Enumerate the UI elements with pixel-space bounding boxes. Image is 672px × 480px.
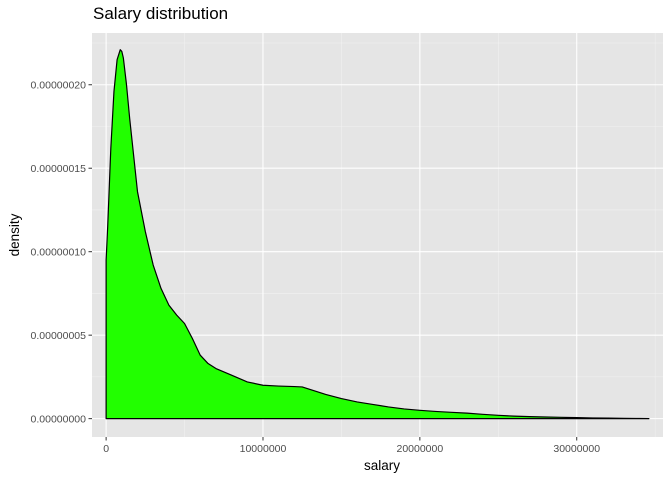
y-tick-label: 0.00000005 — [31, 330, 87, 342]
x-axis: 0 10000000 20000000 30000000 — [103, 437, 600, 455]
y-tick-label: 0.00000020 — [31, 80, 87, 92]
y-tick-label: 0.00000010 — [31, 246, 87, 258]
y-axis-title: density — [7, 213, 22, 256]
x-tick-label: 20000000 — [396, 443, 443, 455]
y-tick-label: 0.00000000 — [31, 413, 87, 425]
density-curve — [105, 49, 650, 420]
x-axis-title: salary — [364, 458, 400, 473]
x-tick-label: 30000000 — [553, 443, 600, 455]
chart-title: Salary distribution — [93, 4, 229, 23]
y-axis: 0.00000000 0.00000005 0.00000010 0.00000015… — [31, 80, 92, 425]
x-tick-label: 10000000 — [240, 443, 287, 455]
y-tick-label: 0.00000015 — [31, 163, 87, 175]
density-area — [106, 49, 649, 419]
x-tick-label: 0 — [103, 443, 109, 455]
